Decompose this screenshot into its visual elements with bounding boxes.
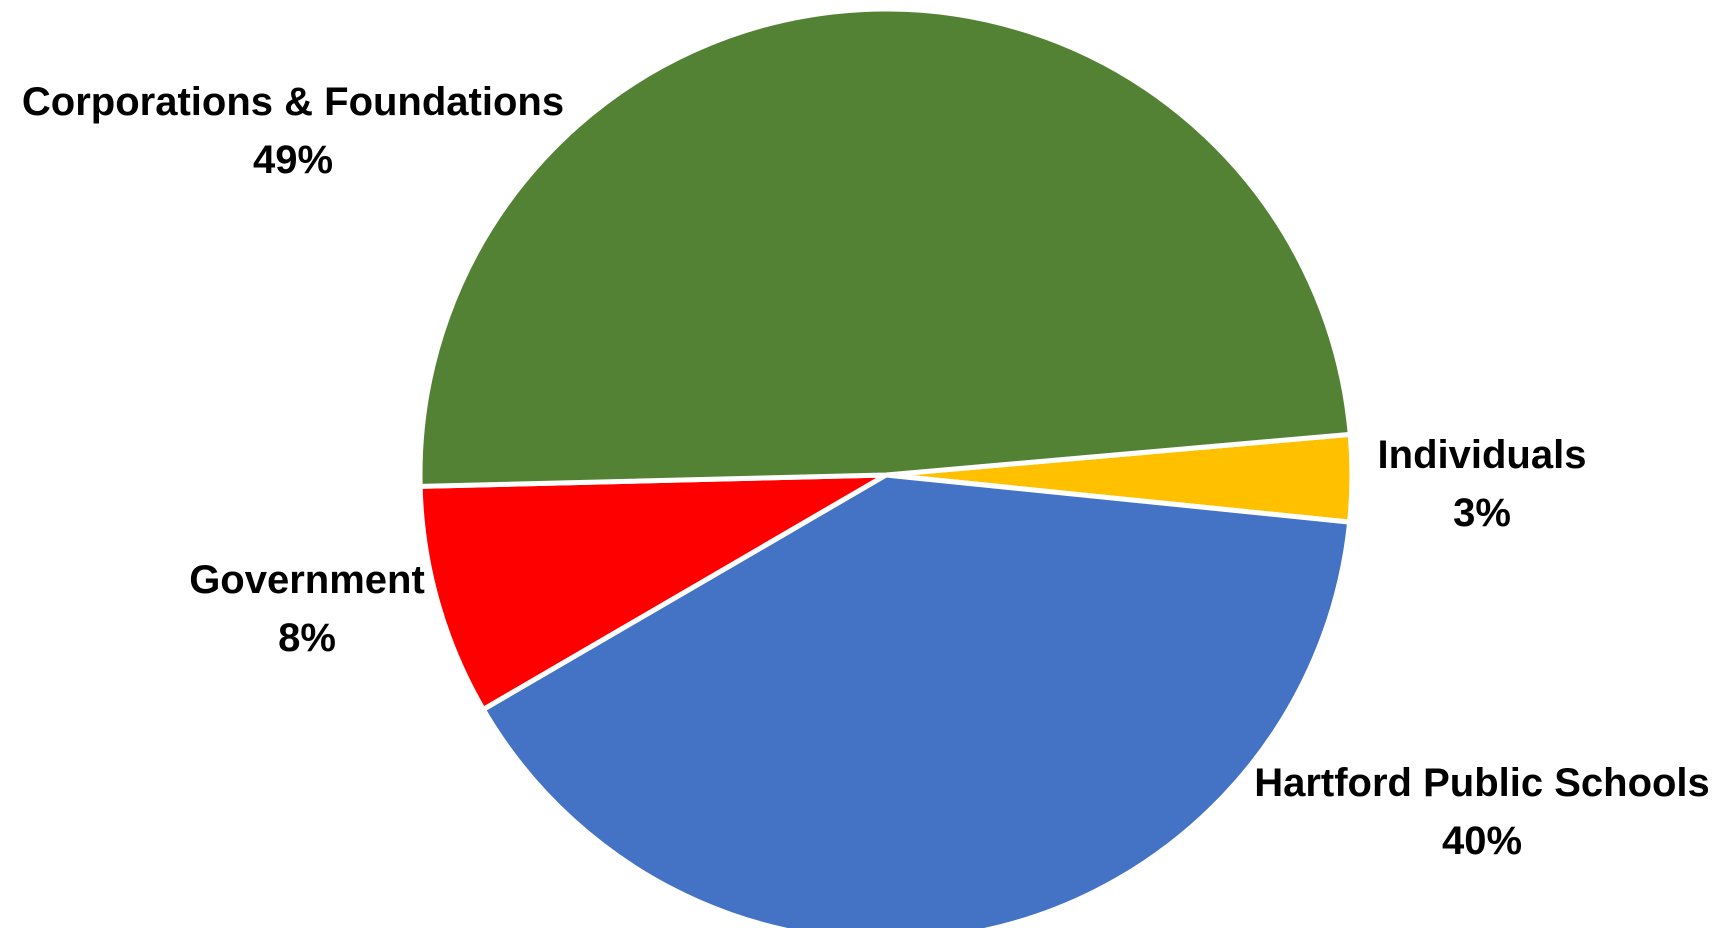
slice-label-individuals: Individuals — [1378, 433, 1587, 477]
pie-slices — [417, 6, 1355, 928]
slice-label-government: Government — [189, 558, 425, 602]
pie-slice-government — [417, 472, 889, 712]
slice-value-individuals: 3% — [1453, 491, 1511, 535]
slice-value-corporations-and-foundations: 49% — [253, 138, 333, 182]
pie-labels: Individuals 3% Hartford Public Schools 40% G… — [22, 80, 1710, 863]
pie-slice-corporations-and-foundations — [417, 6, 1353, 489]
pie-slice-hartford-public-schools — [480, 472, 1353, 928]
slice-value-hartford-public-schools: 40% — [1442, 819, 1522, 863]
slice-label-corporations-and-foundations: Corporations & Foundations — [22, 80, 564, 124]
slice-value-government: 8% — [278, 616, 336, 660]
slice-label-hartford-public-schools: Hartford Public Schools — [1254, 761, 1710, 805]
